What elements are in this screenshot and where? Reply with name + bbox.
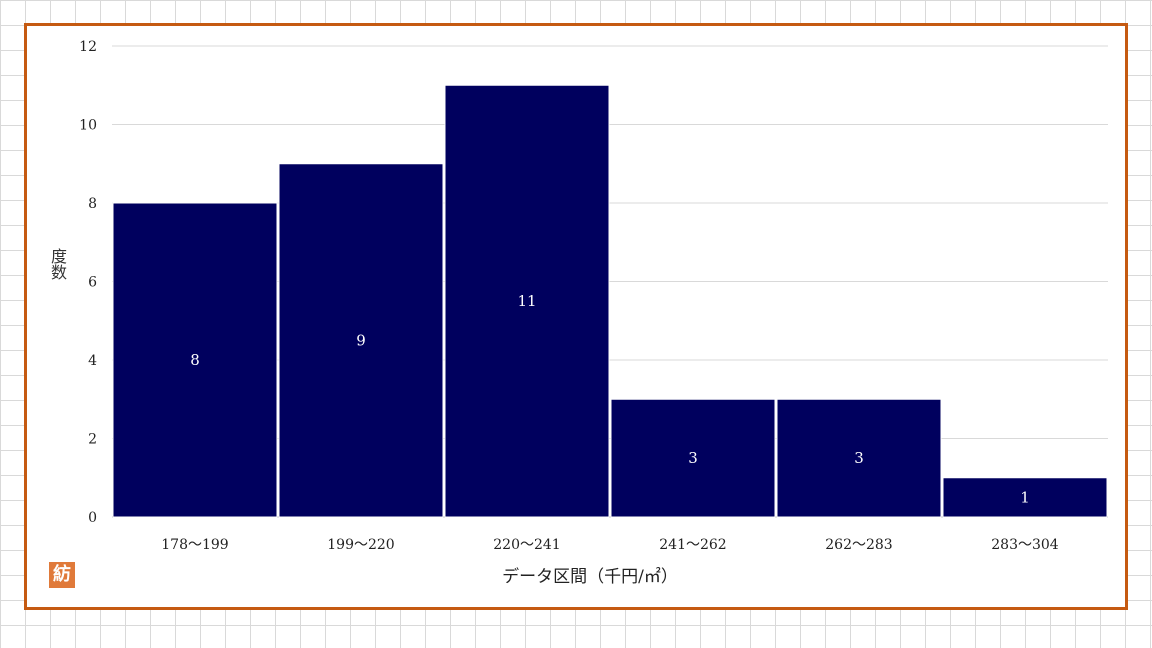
- x-tick-label: 199～220: [327, 537, 394, 553]
- bar: [112, 202, 278, 518]
- data-label: 9: [356, 331, 366, 349]
- y-tick-label: 10: [79, 118, 97, 134]
- y-axis-label: 度数: [48, 248, 67, 280]
- bar: [776, 398, 942, 518]
- y-tick-label: 8: [88, 196, 97, 212]
- x-axis-label: データ区間（千円/㎡）: [502, 567, 678, 587]
- data-label: 11: [517, 292, 536, 310]
- x-tick-label: 262～283: [825, 537, 892, 553]
- data-label: 3: [688, 449, 698, 467]
- y-tick-label: 6: [88, 275, 97, 291]
- y-tick-label: 12: [79, 39, 97, 55]
- bar: [444, 84, 610, 518]
- x-tick-label: 283～304: [991, 537, 1059, 553]
- logo-badge: 紡: [49, 562, 75, 588]
- x-tick-label: 220～241: [493, 537, 560, 553]
- y-tick-label: 2: [88, 432, 97, 448]
- bar: [610, 398, 776, 518]
- x-tick-label: 241～262: [659, 537, 726, 553]
- x-tick-label: 178～199: [161, 537, 228, 553]
- bar: [942, 477, 1108, 518]
- data-label: 1: [1020, 488, 1030, 506]
- data-label: 8: [190, 351, 200, 369]
- data-label: 3: [854, 449, 864, 467]
- y-tick-label: 4: [88, 353, 97, 369]
- bar: [278, 163, 444, 518]
- y-tick-label: 0: [88, 510, 97, 526]
